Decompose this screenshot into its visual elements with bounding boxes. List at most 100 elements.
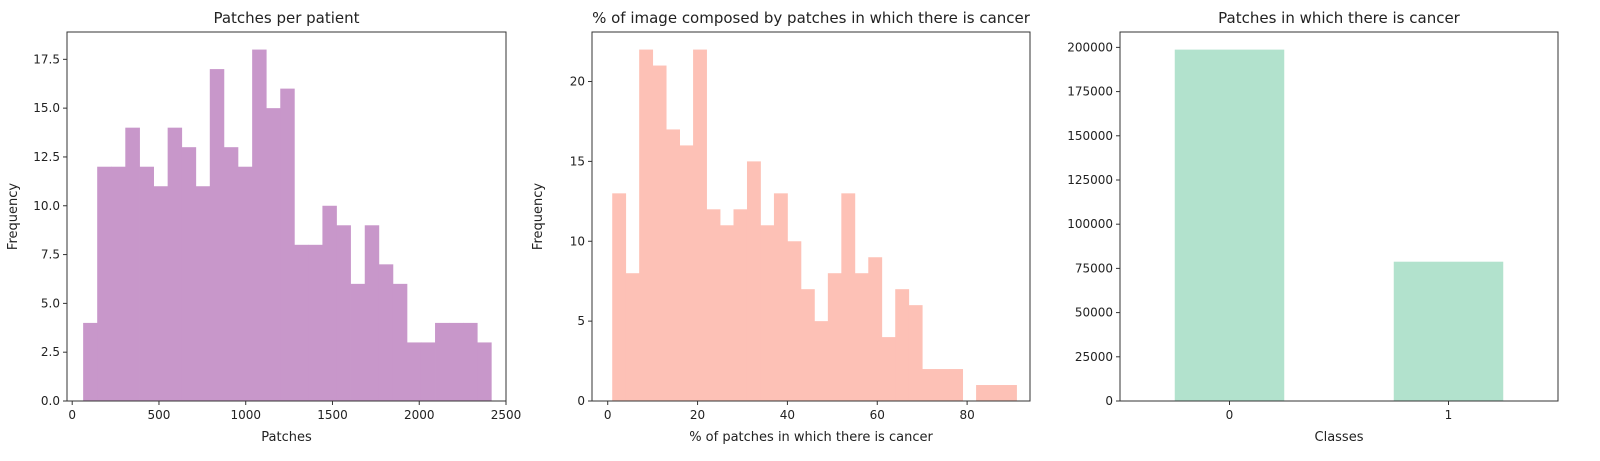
histogram-bar <box>976 385 990 401</box>
x-tick-label: 40 <box>780 408 795 422</box>
histogram-bars <box>83 49 492 402</box>
x-tick-label: 20 <box>690 408 705 422</box>
histogram-bar <box>294 244 309 401</box>
y-tick-label: 2.5 <box>41 345 60 359</box>
x-tick-label: 1000 <box>230 408 261 422</box>
x-axis-label: Classes <box>1315 430 1364 445</box>
histogram-bar <box>336 225 351 401</box>
histogram-bar <box>420 342 436 401</box>
histogram-bar <box>814 321 829 401</box>
histogram-bar <box>625 273 640 401</box>
histogram-bar <box>463 322 478 401</box>
axes-frame <box>591 31 1031 402</box>
histogram-bar <box>237 166 253 401</box>
y-tick-label: 100000 <box>1067 217 1113 231</box>
x-ticks: 0 20 40 60 80 <box>604 401 975 422</box>
chart-title: Patches in which there is cancer <box>1218 9 1461 27</box>
histogram-bar <box>435 322 450 401</box>
x-ticks: 0 500 1000 1500 2000 2500 <box>68 401 521 422</box>
chart-panel-patches-per-patient: 0 500 1000 1500 2000 2500 0.0 2.5 5.0 7.5 10.0 12.… <box>6 9 521 445</box>
y-tick-label: 10.0 <box>33 199 60 213</box>
histogram-bar <box>666 129 680 401</box>
y-tick-label: 175000 <box>1067 85 1113 99</box>
histogram-bar <box>773 193 788 401</box>
histogram-bar <box>322 205 337 401</box>
histogram-bars <box>612 49 1017 401</box>
histogram-bar <box>153 186 169 401</box>
x-tick-label: 1500 <box>317 408 348 422</box>
histogram-bar <box>449 322 464 401</box>
y-tick-label: 10 <box>570 234 585 248</box>
chart-title: % of image composed by patches in which … <box>592 9 1031 27</box>
x-axis-label: % of patches in which there is cancer <box>689 430 933 445</box>
chart-panel-cancer-percentage: 0 20 40 60 80 0 5 10 15 20 % of image composed b… <box>531 9 1031 445</box>
bar-class-1 <box>1393 261 1504 401</box>
histogram-bar <box>949 369 964 401</box>
histogram-bar <box>350 283 366 401</box>
y-tick-label: 5 <box>577 314 585 328</box>
y-tick-label: 12.5 <box>33 150 60 164</box>
histogram-bar <box>854 273 869 401</box>
x-axis-label: Patches <box>261 430 312 445</box>
y-tick-label: 0.0 <box>41 394 60 408</box>
y-ticks: 0 5 10 15 20 <box>570 75 592 408</box>
x-tick-label: 2500 <box>491 408 522 422</box>
x-tick-label: 60 <box>870 408 885 422</box>
histogram-bar <box>760 225 775 401</box>
histogram-bar <box>378 264 394 401</box>
histogram-bar <box>639 49 654 401</box>
y-tick-label: 0 <box>577 394 585 408</box>
x-tick-label: 0 <box>68 408 76 422</box>
histogram-bar <box>97 166 112 401</box>
y-tick-label: 15.0 <box>33 101 60 115</box>
histogram-bar <box>252 49 267 401</box>
y-axis-label: Frequency <box>531 183 546 250</box>
bar-class-0 <box>1174 49 1285 401</box>
histogram-bar <box>308 244 323 401</box>
y-tick-label: 7.5 <box>41 248 60 262</box>
histogram-bar <box>195 186 211 401</box>
histogram-bar <box>612 193 627 401</box>
y-tick-label: 15 <box>570 154 585 168</box>
histogram-bar <box>787 241 802 401</box>
histogram-bar <box>935 369 950 401</box>
x-tick-label: 80 <box>959 408 974 422</box>
y-ticks: 0.0 2.5 5.0 7.5 10.0 12.5 15.0 17.5 <box>33 52 67 408</box>
histogram-bar <box>841 193 856 401</box>
histogram-bar <box>83 322 98 401</box>
histogram-bar <box>223 147 239 401</box>
y-tick-label: 75000 <box>1075 261 1113 275</box>
histogram-bar <box>922 369 937 401</box>
histogram-bar <box>364 225 380 401</box>
histogram-bar <box>280 88 295 401</box>
histogram-bar <box>181 147 197 401</box>
histogram-bar <box>111 166 126 401</box>
y-tick-label: 0 <box>1105 394 1113 408</box>
histogram-bar <box>209 69 225 401</box>
y-tick-label: 200000 <box>1067 40 1113 54</box>
histogram-bar <box>125 127 140 402</box>
histogram-bar <box>679 145 694 401</box>
histogram-bar <box>652 65 667 401</box>
y-tick-label: 125000 <box>1067 173 1113 187</box>
histogram-bar <box>477 342 492 401</box>
histogram-bar <box>746 161 761 401</box>
y-tick-label: 5.0 <box>41 296 60 310</box>
x-tick-label: 0 <box>1226 408 1234 422</box>
histogram-bar <box>989 385 1004 401</box>
histogram-bar <box>406 342 422 401</box>
histogram-bar <box>881 337 896 401</box>
histogram-bar <box>139 166 154 401</box>
histogram-bar <box>895 289 910 401</box>
histogram-bar <box>733 209 748 401</box>
y-tick-label: 17.5 <box>33 52 60 66</box>
histogram-bar <box>908 305 923 401</box>
class-bars <box>1174 49 1504 401</box>
y-ticks: 0 25000 50000 75000 100000 125000 150000 175000… <box>1067 40 1120 408</box>
histogram-bar <box>266 108 281 402</box>
y-tick-label: 50000 <box>1075 306 1113 320</box>
histogram-bar <box>1003 385 1017 401</box>
